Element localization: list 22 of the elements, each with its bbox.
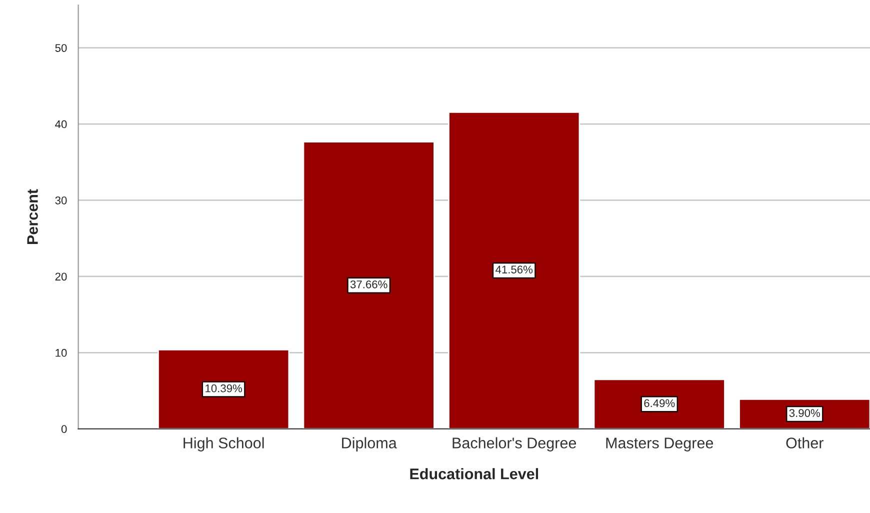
x-tick-label: Masters Degree <box>606 438 714 452</box>
data-label: 10.39% <box>206 384 242 392</box>
y-axis-title: Percent <box>27 189 38 244</box>
y-tick-label: 40 <box>55 120 67 128</box>
y-tick-label: 30 <box>55 196 67 204</box>
x-tick-label: Diploma <box>342 437 397 452</box>
y-tick-label: 10 <box>56 348 67 357</box>
bar <box>158 348 290 429</box>
bar <box>593 378 726 429</box>
bar <box>448 111 580 429</box>
x-tick-label: Other <box>786 437 824 448</box>
y-tick-label: 0 <box>61 425 67 434</box>
x-axis-title: Educational Level <box>410 468 538 480</box>
y-tick-label: 20 <box>55 272 67 281</box>
data-label: 6.49% <box>644 399 675 408</box>
data-label: 41.56% <box>496 266 533 274</box>
bar <box>302 141 435 429</box>
data-label: 3.90% <box>789 409 820 417</box>
data-label: 37.66% <box>350 280 388 288</box>
x-tick-label: High School <box>184 437 264 452</box>
y-tick-label: 50 <box>55 44 67 52</box>
x-tick-label: Bachelor's Degree <box>452 437 576 452</box>
